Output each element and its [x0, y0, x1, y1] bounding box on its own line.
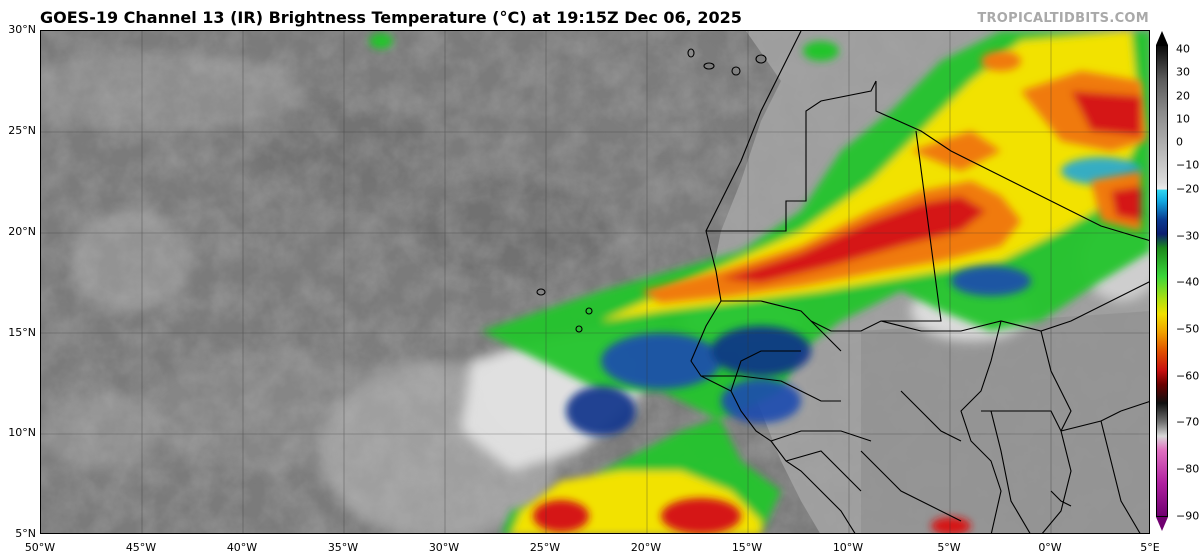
- watermark: TROPICALTIDBITS.COM: [977, 11, 1149, 26]
- colorbar-tick-minus30: −30: [1176, 229, 1200, 243]
- lon-label-40w: 40°W: [226, 541, 258, 554]
- lon-label-5w: 5°W: [937, 541, 961, 554]
- satellite-imagery: [41, 31, 1149, 533]
- colorbar-tick-minus70: −70: [1176, 415, 1200, 429]
- colorbar-tick-minus90: −90: [1176, 509, 1200, 523]
- colorbar-tick-20: 20: [1176, 89, 1190, 103]
- coastlines: [536, 31, 1149, 533]
- temperature-colorbar: [1156, 45, 1168, 517]
- lon-label-45w: 45°W: [125, 541, 157, 554]
- lat-label-15n: 15°N: [8, 326, 36, 339]
- lon-label-30w: 30°W: [428, 541, 460, 554]
- satellite-map[interactable]: [40, 30, 1150, 534]
- lat-label-10n: 10°N: [8, 426, 36, 439]
- colorbar-tick-minus50: −50: [1176, 322, 1200, 336]
- colorbar-tick-minus20: −20: [1176, 182, 1200, 196]
- colorbar-tick-minus40: −40: [1176, 275, 1200, 289]
- colorbar-tick-40: 40: [1176, 42, 1190, 56]
- lon-label-10w: 10°W: [832, 541, 864, 554]
- lon-label-20w: 20°W: [630, 541, 662, 554]
- graticule: [41, 31, 1149, 533]
- lon-label-0w: 0°W: [1038, 541, 1062, 554]
- lat-label-20n: 20°N: [8, 225, 36, 238]
- lon-label-25w: 25°W: [529, 541, 561, 554]
- lat-label-5n: 5°N: [15, 527, 36, 540]
- colorbar-min-arrow: [1156, 517, 1168, 531]
- colorbar-tick-10: 10: [1176, 112, 1190, 126]
- colorbar-tick-0: 0: [1176, 135, 1183, 149]
- lon-label-35w: 35°W: [327, 541, 359, 554]
- colorbar-tick-minus60: −60: [1176, 369, 1200, 383]
- colorbar-tick-30: 30: [1176, 65, 1190, 79]
- lat-label-25n: 25°N: [8, 124, 36, 137]
- lon-label-15w: 15°W: [731, 541, 763, 554]
- lon-label-5e: 5°E: [1140, 541, 1160, 554]
- colorbar-tick-minus10: −10: [1176, 158, 1200, 172]
- lon-label-50w: 50°W: [24, 541, 56, 554]
- map-title: GOES-19 Channel 13 (IR) Brightness Tempe…: [40, 8, 742, 27]
- colorbar-max-arrow: [1156, 31, 1168, 45]
- lat-label-30n: 30°N: [8, 23, 36, 36]
- colorbar-tick-minus80: −80: [1176, 462, 1200, 476]
